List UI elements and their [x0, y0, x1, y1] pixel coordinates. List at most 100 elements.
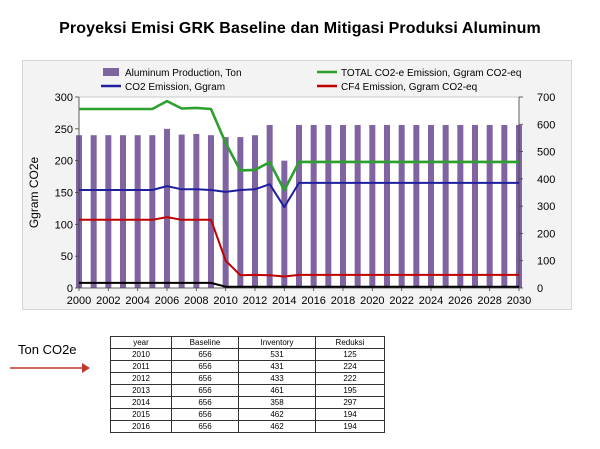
bar: [296, 125, 302, 288]
legend-co2-emission-label: CO2 Emission, Ggram: [125, 82, 225, 93]
table-cell: 222: [315, 372, 385, 385]
y2-tick-label: 400: [537, 174, 555, 186]
x-tick-label: 2012: [243, 295, 267, 307]
bar: [369, 125, 376, 288]
bar: [413, 125, 420, 288]
y2-tick-label: 600: [537, 119, 555, 131]
unit-label: Ton CO2e: [18, 342, 77, 357]
bar: [120, 135, 126, 288]
x-tick-label: 2022: [389, 295, 413, 307]
bar: [457, 125, 464, 288]
table-row: 2013 656 461 195: [110, 384, 385, 397]
table-row: 2015 656 462 194: [110, 408, 385, 421]
table-cell: 2010: [110, 348, 172, 361]
bar: [134, 135, 141, 288]
bar: [222, 137, 229, 288]
y2-tick-label: 200: [537, 228, 555, 240]
table-cell: 431: [238, 360, 316, 373]
table-cell: 2013: [110, 384, 172, 397]
table-header: Reduksi: [315, 336, 385, 349]
y-tick-label: 50: [61, 251, 73, 263]
table-header: Baseline: [171, 336, 239, 349]
table-cell: 656: [171, 384, 239, 397]
x-tick-label: 2000: [67, 295, 91, 307]
y-tick-label: 200: [55, 156, 73, 168]
bar: [208, 135, 214, 288]
bar: [442, 125, 449, 288]
table-row: 2011 656 431 224: [110, 360, 385, 373]
y2-tick-label: 0: [537, 283, 543, 295]
table-cell: 531: [238, 348, 316, 361]
table-cell: 461: [238, 384, 316, 397]
table-cell: 2015: [110, 408, 172, 421]
table-cell: 462: [238, 420, 316, 433]
bar: [486, 125, 493, 288]
co2-emission-line: [79, 181, 519, 209]
table-header: year: [110, 336, 172, 349]
bar: [398, 125, 405, 288]
bar: [281, 160, 288, 288]
x-tick-label: 2016: [301, 295, 325, 307]
bar: [310, 125, 317, 288]
x-tick-label: 2026: [448, 295, 472, 307]
bar: [428, 125, 434, 288]
x-tick-label: 2030: [507, 295, 531, 307]
y-tick-label: 150: [55, 188, 73, 200]
x-tick-label: 2006: [155, 295, 179, 307]
y-tick-label: 100: [55, 219, 73, 231]
bar: [178, 134, 185, 288]
cf4-emission-line: [79, 216, 519, 278]
bar: [325, 125, 332, 288]
chart-title: Proyeksi Emisi GRK Baseline dan Mitigasi…: [59, 20, 541, 37]
chart-panel: 0 50 100 150 200 250 300 0 100 200 300 400 500 600 700…: [22, 60, 572, 310]
reduction-table: year Baseline Inventory Reduksi 2010 656 5…: [110, 336, 385, 433]
bar: [252, 135, 258, 288]
bar: [90, 135, 97, 288]
table-cell: 297: [315, 396, 385, 409]
table-row: 2010 656 531 125: [110, 348, 385, 361]
bar: [354, 125, 361, 288]
table-cell: 125: [315, 348, 385, 361]
bar: [472, 125, 478, 288]
y-tick-label: 250: [55, 124, 73, 136]
x-tick-label: 2024: [419, 295, 443, 307]
x-tick-label: 2002: [96, 295, 120, 307]
x-tick-label: 2028: [477, 295, 501, 307]
x-tick-label: 2014: [272, 295, 296, 307]
y2-tick-label: 100: [537, 256, 555, 268]
table-cell: 194: [315, 408, 385, 421]
table-cell: 194: [315, 420, 385, 433]
bar: [193, 133, 200, 288]
bar: [164, 128, 170, 288]
table-cell: 462: [238, 408, 316, 421]
total-emission-line: [79, 99, 519, 192]
bar: [149, 135, 156, 288]
table-cell: 224: [315, 360, 385, 373]
bar: [340, 125, 346, 288]
x-tick-label: 2008: [184, 295, 208, 307]
table-cell: 656: [171, 360, 239, 373]
y2-tick-label: 500: [537, 147, 555, 159]
table-cell: 656: [171, 408, 239, 421]
table-cell: 358: [238, 396, 316, 409]
legend-total-emission-label: TOTAL CO2-e Emission, Ggram CO2-eq: [341, 68, 521, 79]
other-emission-line: [79, 281, 519, 288]
bar: [237, 137, 244, 288]
y-axis-label: Ggram CO2e: [27, 156, 41, 228]
bar: [501, 125, 508, 288]
x-tick-label: 2018: [331, 295, 355, 307]
table-cell: 195: [315, 384, 385, 397]
table-cell: 656: [171, 420, 239, 433]
bar: [384, 125, 390, 288]
table-cell: 2012: [110, 372, 172, 385]
y2-tick-label: 700: [537, 92, 555, 104]
table-row: 2016 656 462 194: [110, 420, 385, 433]
y-tick-label: 0: [67, 283, 73, 295]
table-header: Inventory: [238, 336, 316, 349]
table-cell: 656: [171, 372, 239, 385]
legend-production-swatch: [103, 68, 119, 76]
y2-tick-label: 300: [537, 201, 555, 213]
table-cell: 2014: [110, 396, 172, 409]
table-header-row: year Baseline Inventory Reduksi: [110, 336, 385, 349]
table-cell: 2011: [110, 360, 172, 373]
